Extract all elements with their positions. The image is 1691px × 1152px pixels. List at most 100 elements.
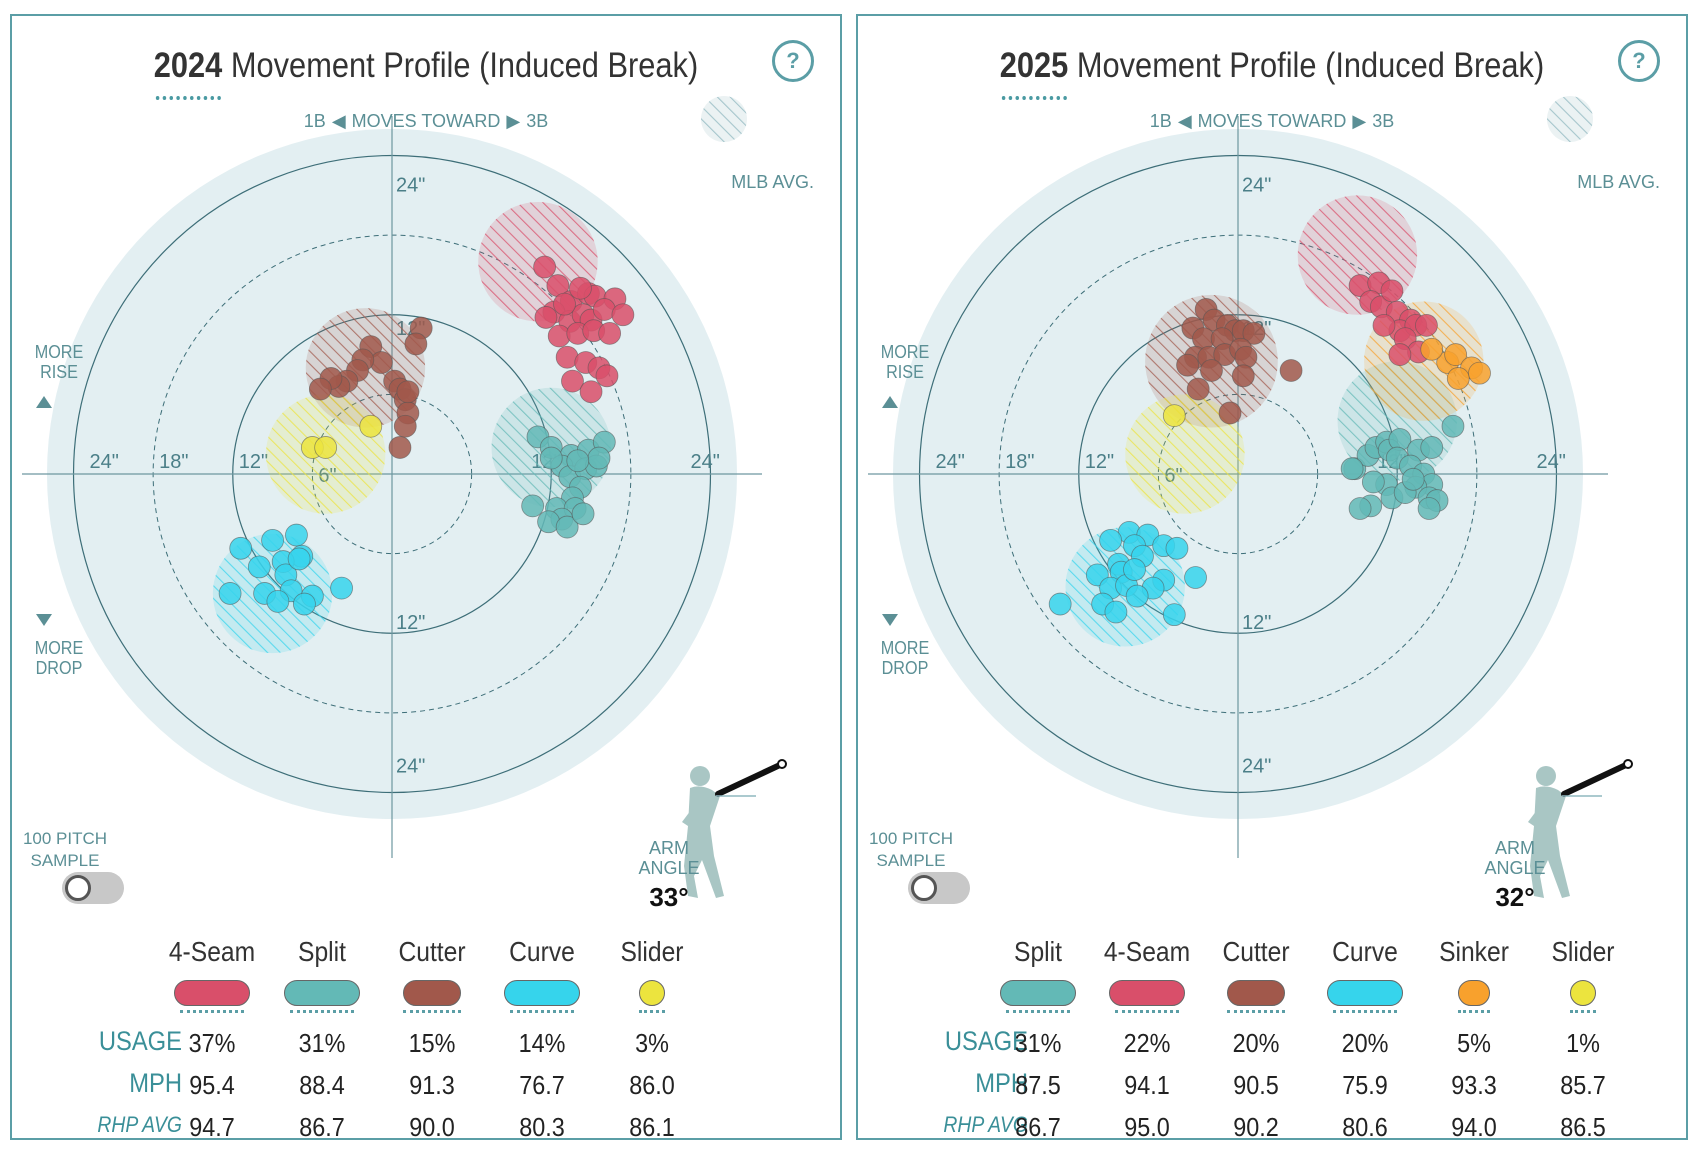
ring-label-bottom12: 12"	[1242, 612, 1271, 634]
pitch-point-4-seam	[553, 292, 576, 316]
pitch-color-swatch	[403, 980, 461, 1006]
pitch-table: USAGE MPH RHP AVG Split 31% 87.5 86.7 4-Seam 22%…	[858, 936, 1690, 1142]
ring-label-left12: 12"	[1085, 451, 1114, 473]
more-rise-label: MORE RISE	[28, 342, 91, 382]
more-rise-line1: MORE	[34, 342, 84, 362]
pitch-point-split	[1441, 414, 1465, 438]
pitch-point-curve	[218, 582, 242, 605]
pitch-point-split	[1420, 436, 1444, 459]
pitch-point-cutter	[396, 380, 420, 404]
pitch-column-sinker[interactable]: Sinker 5% 93.3 94.0	[1419, 936, 1529, 1142]
more-rise-line1: MORE	[880, 342, 930, 362]
pitch-point-cutter	[1242, 321, 1266, 345]
panel-2025: 2025 Movement Profile (Induced Break)? 24…	[856, 14, 1690, 1142]
pitch-point-cutter	[1218, 401, 1242, 425]
pitch-point-curve	[285, 523, 308, 547]
arrow-right-icon: ▶	[1352, 111, 1367, 131]
ring-label-bottom24: 24"	[1242, 755, 1271, 777]
ring-label-bottom24: 24"	[396, 755, 425, 777]
toggle-knob	[65, 875, 91, 901]
pitch-column-split[interactable]: Split 31% 88.4 86.7	[267, 936, 377, 1142]
pitch-column-4-seam[interactable]: 4-Seam 22% 94.1 95.0	[1092, 936, 1202, 1142]
pitch-usage: 22%	[1123, 1028, 1171, 1058]
pitch-usage: 20%	[1341, 1028, 1389, 1058]
usage-row-label: USAGE	[98, 1026, 182, 1056]
pitch-column-split[interactable]: Split 31% 87.5 86.7	[983, 936, 1093, 1142]
pitch-column-4-seam[interactable]: 4-Seam 37% 95.4 94.7	[157, 936, 267, 1142]
pitch-color-swatch	[639, 980, 665, 1006]
more-drop-line2: DROP	[881, 658, 929, 678]
more-rise-line2: RISE	[886, 362, 924, 382]
sample-toggle[interactable]	[908, 872, 970, 904]
swatch-underline	[180, 1010, 244, 1013]
pitch-point-curve	[1162, 603, 1186, 627]
pitch-color-swatch	[1000, 980, 1076, 1006]
title-year: 2025	[999, 46, 1069, 85]
more-drop-line2: DROP	[35, 658, 83, 678]
pitch-name: Curve	[1332, 936, 1398, 967]
pitch-column-slider[interactable]: Slider 3% 86.0 86.1	[597, 936, 707, 1142]
ring-label-top24: 24"	[1242, 175, 1271, 197]
pitch-mph: 85.7	[1560, 1070, 1606, 1100]
pitch-point-split	[521, 494, 545, 518]
sample-line1: 100 PITCH	[22, 829, 108, 848]
arrow-right-icon: ▶	[506, 111, 521, 131]
pitch-rhp-avg: 86.1	[629, 1112, 675, 1142]
pitch-point-split	[571, 502, 595, 526]
sample-toggle[interactable]	[62, 872, 124, 904]
first-base-label: 1B	[303, 111, 326, 131]
pitch-column-curve[interactable]: Curve 20% 75.9 80.6	[1310, 936, 1420, 1142]
pitch-column-cutter[interactable]: Cutter 15% 91.3 90.0	[377, 936, 487, 1142]
pitch-point-4-seam	[598, 321, 622, 345]
pitch-column-slider[interactable]: Slider 1% 85.7 86.5	[1528, 936, 1638, 1142]
arm-angle-line1: ARM	[649, 838, 689, 858]
arrow-up-icon	[882, 396, 898, 408]
help-icon[interactable]: ?	[1618, 40, 1660, 82]
ring-label-right24: 24"	[1536, 451, 1565, 473]
swatch-underline	[1227, 1010, 1285, 1013]
pitch-point-split	[566, 449, 590, 473]
arrow-left-icon: ◀	[331, 111, 346, 131]
pitch-point-split	[1361, 470, 1385, 494]
pitch-point-curve	[1104, 600, 1128, 624]
pitch-usage: 3%	[635, 1028, 669, 1058]
arm-angle-line1: ARM	[1495, 838, 1535, 858]
pitch-name: Curve	[509, 936, 575, 967]
swatch-underline	[1570, 1010, 1596, 1013]
pitch-point-4-seam	[595, 364, 619, 388]
rhp-avg-row-label: RHP AVG	[97, 1112, 182, 1137]
pitch-point-cutter	[308, 377, 332, 401]
ring-label-right24: 24"	[690, 451, 719, 473]
pitch-point-curve	[261, 528, 284, 552]
pitch-point-cutter	[1176, 353, 1199, 377]
pitch-point-cutter	[1279, 359, 1303, 382]
pitch-point-cutter	[388, 436, 412, 459]
pitch-point-sinker	[1420, 337, 1444, 361]
mph-row-label: MPH	[975, 1068, 1028, 1098]
pitch-point-split	[1340, 457, 1364, 481]
pitch-point-curve	[1123, 558, 1146, 581]
help-icon[interactable]: ?	[772, 40, 814, 82]
more-rise-label: MORE RISE	[874, 342, 937, 382]
pitch-mph: 94.1	[1124, 1070, 1170, 1100]
pitcher-silhouette-icon	[1528, 759, 1633, 898]
moves-toward-text: MOVES TOWARD	[1197, 111, 1347, 131]
pitch-column-cutter[interactable]: Cutter 20% 90.5 90.2	[1201, 936, 1311, 1142]
pitch-column-curve[interactable]: Curve 14% 76.7 80.3	[487, 936, 597, 1142]
ring-label-left12: 12"	[239, 451, 268, 473]
pitch-color-swatch	[1458, 980, 1490, 1006]
title-year: 2024	[153, 46, 223, 85]
pitch-point-4-seam	[611, 303, 635, 327]
rhp-avg-row-label: RHP AVG	[943, 1112, 1028, 1137]
pitch-mph: 75.9	[1342, 1070, 1388, 1100]
pitch-rhp-avg: 86.7	[1015, 1112, 1061, 1142]
pitch-point-4-seam	[1388, 343, 1412, 366]
pitch-point-4-seam	[569, 276, 592, 300]
moves-toward-label: 1B ◀ MOVES TOWARD ▶ 3B	[12, 111, 840, 132]
pitch-point-sinker	[1446, 367, 1470, 390]
first-base-label: 1B	[1149, 111, 1172, 131]
pitch-color-swatch	[174, 980, 250, 1006]
swatch-underline	[403, 1010, 461, 1013]
more-drop-label: MORE DROP	[874, 638, 937, 678]
ring-label-left24: 24"	[936, 451, 965, 473]
